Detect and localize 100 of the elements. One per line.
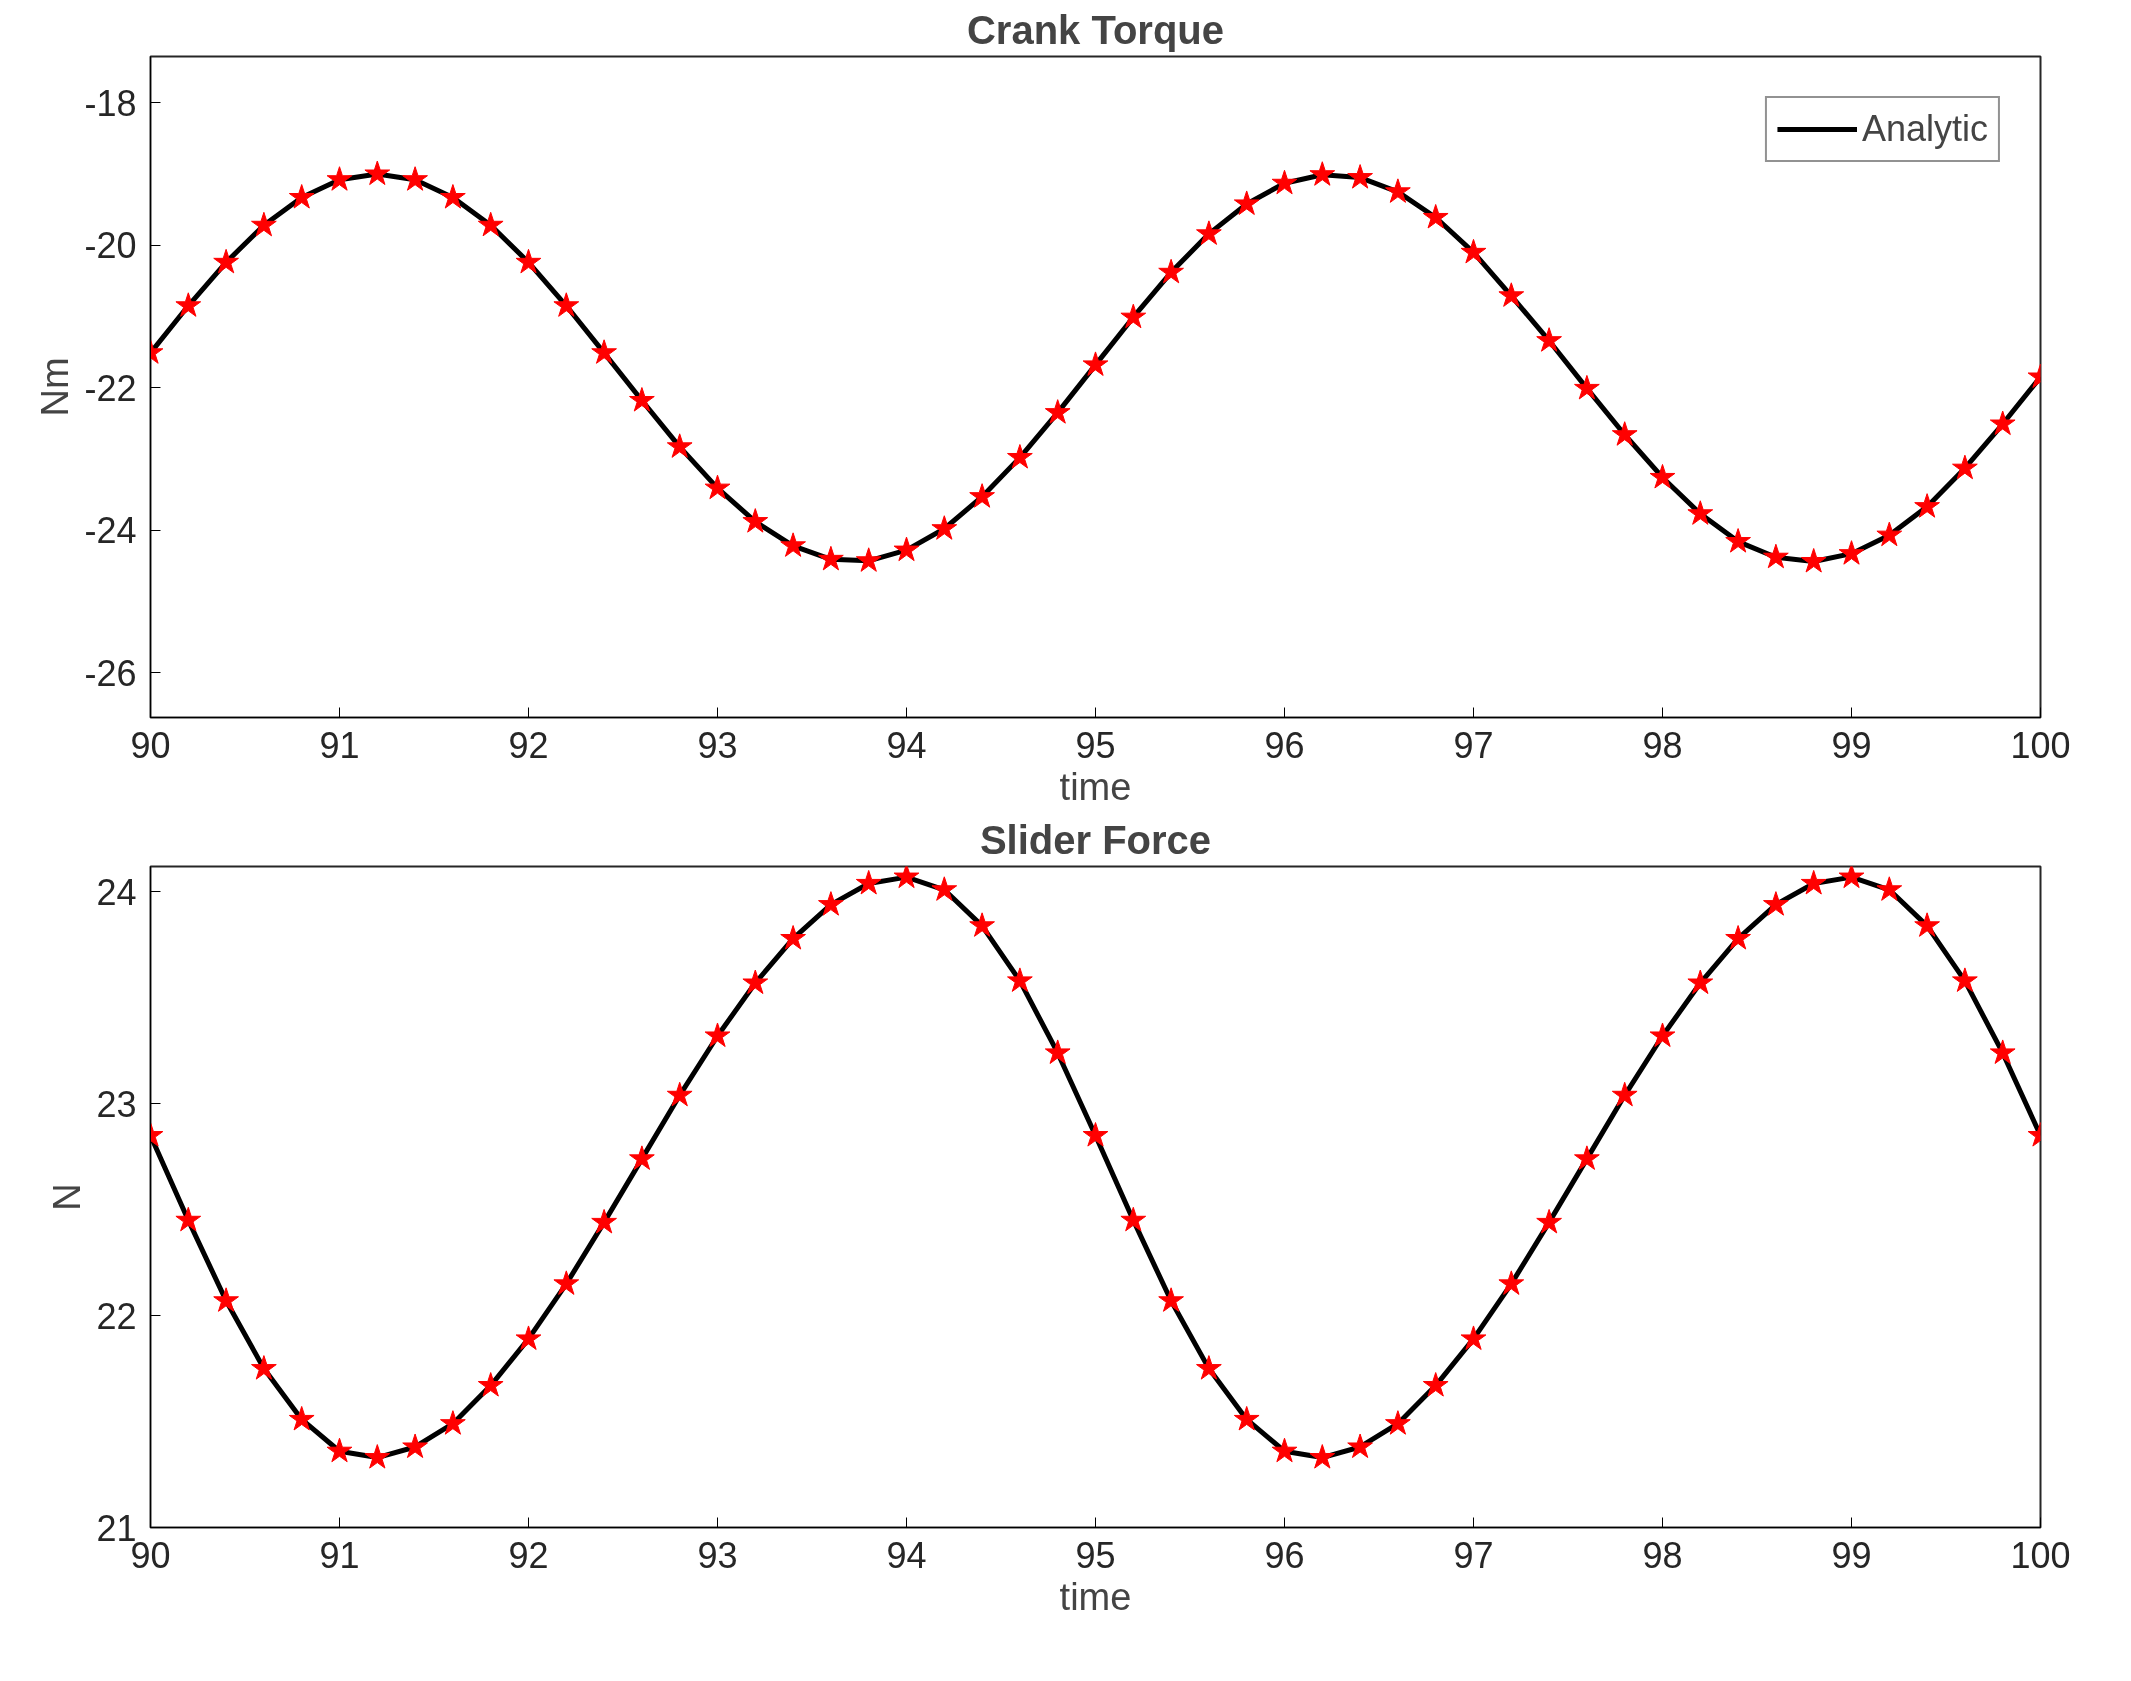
point: [553, 1270, 580, 1295]
point: [1687, 500, 1714, 525]
x-tick-label: 92: [508, 724, 549, 766]
y-tick-label: -22: [84, 367, 137, 409]
point: [780, 532, 806, 557]
point: [1309, 161, 1336, 186]
point: [818, 891, 844, 916]
point: [251, 211, 277, 237]
point: [213, 248, 239, 274]
point: [666, 1081, 693, 1107]
y-tick-label: 24: [96, 871, 137, 913]
point: [1989, 410, 2016, 436]
x-tick-label: 94: [886, 1534, 927, 1576]
point: [1044, 1039, 1071, 1064]
x-tick-label: 100: [2010, 724, 2071, 766]
point: [288, 184, 315, 209]
point: [1763, 543, 1789, 569]
point: [1271, 1437, 1298, 1463]
x-tick-label: 99: [1831, 1534, 1872, 1576]
point: [175, 292, 202, 317]
point: [1347, 1433, 1373, 1459]
point: [591, 1208, 617, 1234]
chart-title: Slider Force: [979, 817, 1212, 862]
point: [1082, 1122, 1109, 1147]
point: [440, 184, 466, 209]
chart-title: Crank Torque: [966, 7, 1225, 52]
x-tick-label: 91: [319, 724, 360, 766]
point: [629, 387, 655, 412]
point: [364, 160, 391, 186]
y-axis-title: N: [46, 1183, 89, 1211]
point: [1876, 876, 1903, 901]
point: [1158, 1287, 1184, 1312]
point: [402, 1433, 428, 1459]
point: [1838, 866, 1865, 889]
point: [1007, 444, 1033, 469]
point: [1611, 421, 1638, 446]
y-tick-label: 22: [96, 1295, 137, 1337]
x-tick-label: 90: [130, 724, 171, 766]
point: [326, 1437, 353, 1463]
point: [1422, 203, 1449, 229]
x-tick-label: 96: [1264, 724, 1305, 766]
point: [1158, 258, 1184, 284]
point: [1233, 1405, 1260, 1431]
point: [1460, 1325, 1487, 1350]
point: [1989, 1039, 2016, 1064]
point: [1196, 1355, 1222, 1380]
x-tick-label: 98: [1642, 724, 1683, 766]
point: [1120, 1206, 1147, 1232]
point: [1952, 967, 1978, 992]
point: [1196, 220, 1222, 245]
point: [1914, 912, 1940, 937]
point: [1800, 548, 1827, 573]
point: [364, 1444, 391, 1469]
point: [251, 1355, 277, 1380]
point: [1309, 1444, 1336, 1469]
x-tick-label: 91: [319, 1534, 360, 1576]
x-tick-label: 93: [697, 1534, 738, 1576]
point: [855, 869, 882, 895]
y-tick-label: -20: [84, 225, 137, 267]
point: [288, 1405, 315, 1431]
point: [477, 211, 504, 237]
point: [1536, 327, 1562, 352]
x-tick-label: 95: [1075, 724, 1116, 766]
y-tick-label: -24: [84, 510, 137, 552]
x-axis-title: time: [1059, 1575, 1132, 1618]
point: [1233, 190, 1260, 215]
point: [893, 866, 920, 889]
point: [1687, 969, 1714, 995]
point: [1271, 169, 1298, 195]
x-tick-label: 99: [1831, 724, 1872, 766]
point: [1952, 454, 1978, 480]
point: [1422, 1372, 1449, 1397]
point: [553, 292, 580, 317]
point: [1385, 1410, 1411, 1435]
point: [1914, 493, 1940, 518]
point: [1876, 521, 1903, 547]
x-axis-title: time: [1059, 765, 1132, 808]
point: [1498, 282, 1525, 307]
point: [591, 339, 617, 364]
point: [931, 876, 958, 901]
point: [742, 969, 769, 995]
y-tick-label: -26: [84, 652, 137, 694]
point: [213, 1287, 239, 1312]
point: [515, 248, 542, 274]
legend-label: Analytic: [1861, 108, 1988, 150]
x-tick-label: 98: [1642, 1534, 1683, 1576]
x-tick-label: 100: [2010, 1534, 2071, 1576]
point: [1007, 967, 1033, 992]
point: [1649, 463, 1676, 489]
point: [969, 912, 995, 937]
point: [440, 1410, 466, 1435]
x-tick-label: 94: [886, 724, 927, 766]
point: [1536, 1208, 1562, 1234]
point: [666, 433, 693, 458]
point: [1725, 528, 1751, 553]
y-tick-label: 23: [96, 1083, 137, 1125]
point: [477, 1372, 504, 1397]
point: [969, 483, 995, 508]
x-tick-label: 97: [1453, 1534, 1494, 1576]
x-tick-label: 93: [697, 724, 738, 766]
